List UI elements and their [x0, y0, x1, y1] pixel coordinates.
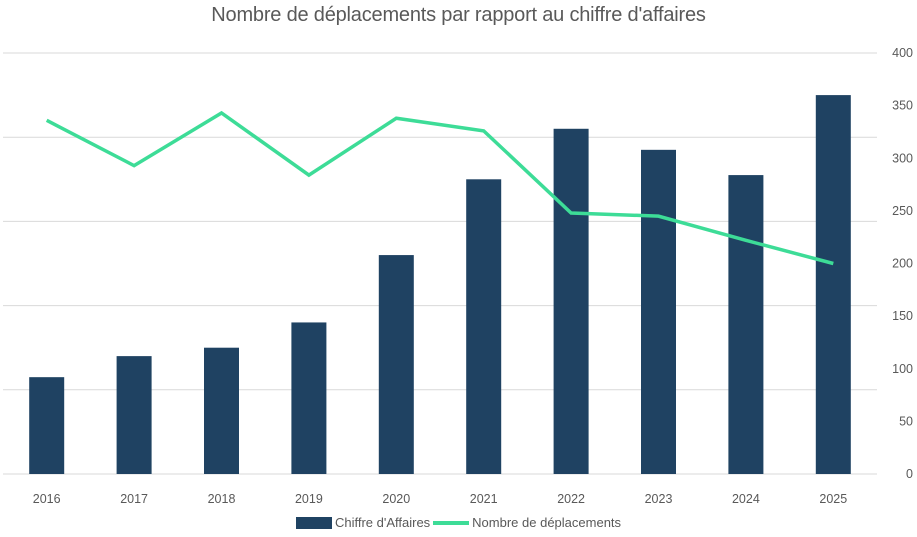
- chart-title: Nombre de déplacements par rapport au ch…: [211, 4, 706, 26]
- y-tick-label: 50: [899, 414, 913, 428]
- bar-series-chiffre-affaires: [29, 95, 851, 475]
- y-tick-label: 100: [892, 362, 913, 376]
- legend-label: Nombre de déplacements: [472, 515, 622, 530]
- bar-2025: [815, 95, 851, 474]
- y-tick-label: 400: [892, 46, 913, 60]
- legend-line-swatch-icon: [433, 520, 470, 525]
- y-tick-label: 300: [892, 151, 913, 165]
- line-path: [45, 110, 834, 266]
- bar-2017: [116, 356, 152, 474]
- x-tick-label: 2022: [557, 492, 585, 506]
- x-tick-label: 2023: [645, 492, 673, 506]
- bar-2019: [291, 322, 327, 474]
- legend-bar-swatch-icon: [295, 516, 332, 529]
- y-tick-label: 200: [892, 257, 913, 271]
- bar-2024: [728, 175, 764, 474]
- bar-2023: [641, 149, 676, 474]
- line-series-nombre-deplacements: [45, 110, 834, 266]
- legend-label: Chiffre d'Affaires: [334, 515, 431, 530]
- legend-item-nombre-deplacements[interactable]: Nombre de déplacements: [430, 515, 621, 530]
- bar-2016: [29, 377, 65, 474]
- bar-2022: [553, 128, 589, 474]
- x-tick-label: 2021: [470, 492, 498, 506]
- bar-2018: [204, 347, 239, 474]
- y-tick-label: 250: [892, 204, 913, 218]
- bar-2021: [466, 179, 502, 475]
- x-axis: 2016 2017 2018 2019 2020 2021 2022 2023 2024 2025: [33, 492, 847, 506]
- x-tick-label: 2017: [120, 492, 148, 506]
- bar-2020: [378, 255, 414, 474]
- x-tick-label: 2019: [295, 492, 323, 506]
- legend: Chiffre d'Affaires Nombre de déplacement…: [0, 515, 917, 530]
- y-tick-label: 150: [892, 309, 913, 323]
- x-tick-label: 2020: [382, 492, 410, 506]
- x-tick-label: 2024: [732, 492, 760, 506]
- y-tick-label: 350: [892, 99, 913, 113]
- legend-item-chiffre-affaires[interactable]: Chiffre d'Affaires: [295, 515, 431, 530]
- x-tick-label: 2018: [208, 492, 236, 506]
- x-tick-label: 2025: [819, 492, 847, 506]
- y-tick-label: 0: [906, 467, 913, 481]
- secondary-y-axis: 0 50 100 150 200 250 300 350 400: [892, 46, 913, 481]
- x-tick-label: 2016: [33, 492, 61, 506]
